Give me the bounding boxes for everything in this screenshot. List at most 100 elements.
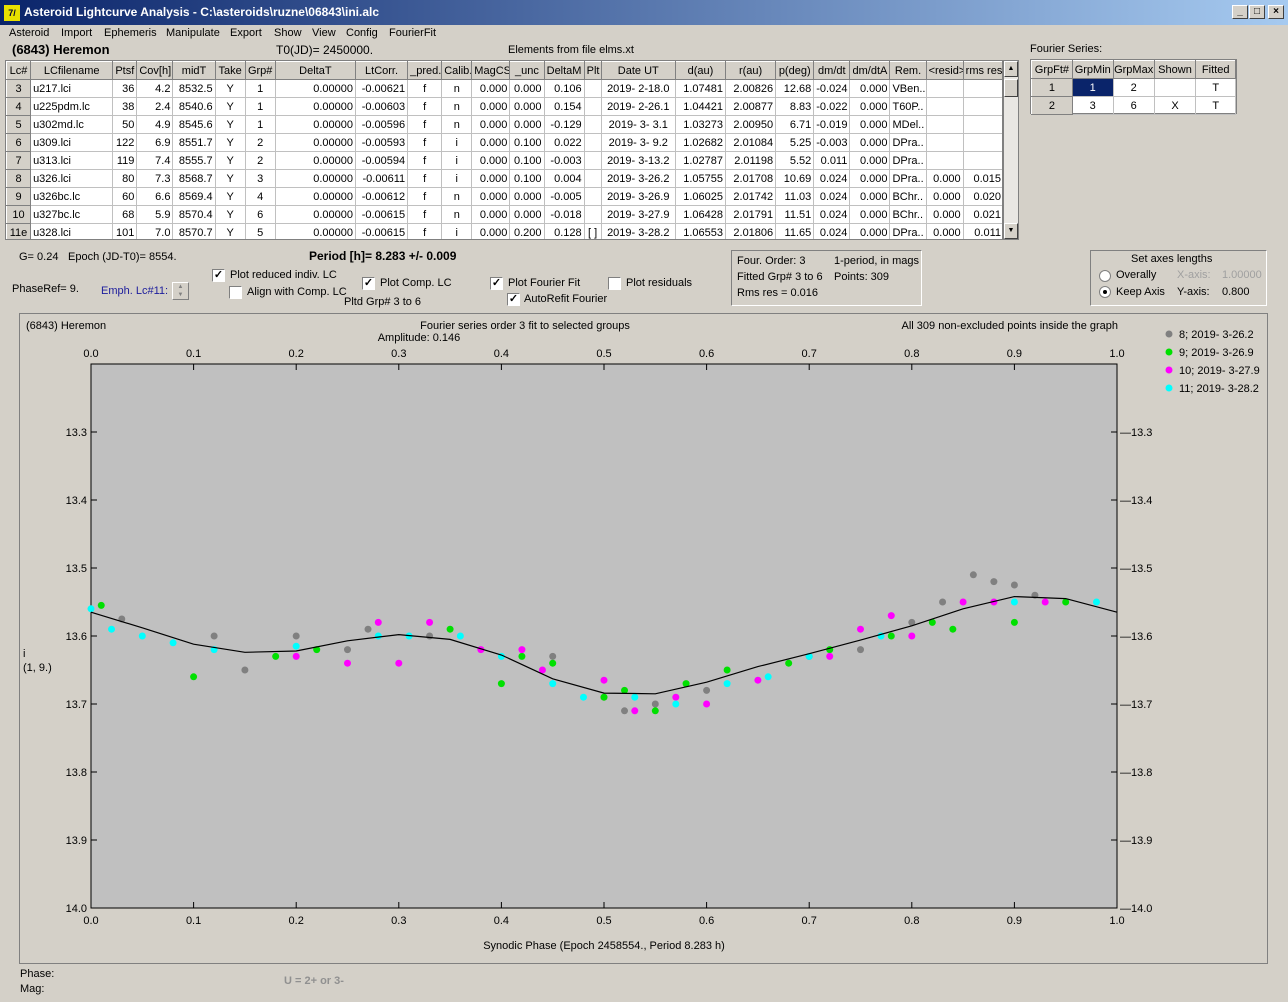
grid-cell[interactable]: 0.00000 — [275, 133, 356, 152]
grid-cell[interactable]: 2.00826 — [725, 79, 777, 98]
overally-radio[interactable] — [1099, 270, 1111, 282]
grid-cell[interactable]: 0.000 — [849, 79, 891, 98]
grid-row[interactable]: 11e u328.lci 101 7.0 8570.7 Y 5 0.00000 -0.00615… — [6, 223, 1002, 239]
keep-axis-radio[interactable] — [1099, 286, 1111, 298]
grid-cell[interactable]: Y — [215, 133, 246, 152]
grid-cell[interactable]: 0.100 — [509, 169, 545, 188]
grid-row[interactable]: 9 u326bc.lc 60 6.6 8569.4 Y 4 0.00000 -0.00612 f n… — [6, 187, 1002, 206]
grid-cell[interactable]: 0.000 — [849, 115, 891, 134]
fourier-row-header[interactable]: 1 — [1031, 78, 1073, 97]
grid-cell[interactable]: f — [407, 115, 443, 134]
grid-cell[interactable]: Y — [215, 79, 246, 98]
grid-cell[interactable]: 36 — [112, 79, 138, 98]
grid-col-header[interactable]: p(deg) — [775, 61, 815, 80]
grid-cell[interactable]: MDel.. — [889, 115, 927, 134]
row-header[interactable]: 3 — [6, 79, 32, 98]
grid-cell[interactable]: 11.51 — [775, 205, 815, 224]
lightcurve-plot-panel[interactable]: 0.0 0.0 0.1 0.1 0.2 0.2 0.3 0.3 0.4 0.4 0.5 0.5 0.6 0… — [19, 313, 1268, 964]
grid-cell[interactable]: f — [407, 169, 443, 188]
fourier-col-header[interactable]: GrpMax — [1112, 60, 1155, 79]
minimize-icon[interactable]: _ — [1232, 5, 1248, 19]
grid-cell[interactable]: u217.lci — [30, 79, 114, 98]
grid-cell[interactable]: 0.154 — [544, 97, 585, 116]
grid-cell[interactable]: 5.25 — [775, 133, 815, 152]
grid-cell[interactable]: 3 — [245, 169, 276, 188]
grid-col-header[interactable]: _pred. — [407, 61, 443, 80]
grid-cell[interactable]: 1 — [245, 97, 276, 116]
grid-cell[interactable]: 0.106 — [544, 79, 585, 98]
grid-cell[interactable]: 0.00000 — [275, 79, 356, 98]
grid-cell[interactable]: 8555.7 — [172, 151, 216, 170]
grid-col-header[interactable]: r(au) — [725, 61, 777, 80]
grid-row[interactable]: 7 u313.lci 119 7.4 8555.7 Y 2 0.00000 -0.00594 f i… — [6, 151, 1002, 170]
grid-cell[interactable]: 8570.4 — [172, 205, 216, 224]
grid-cell[interactable]: 0.00000 — [275, 223, 356, 239]
grid-cell[interactable]: 1.03273 — [675, 115, 727, 134]
grid-cell[interactable]: f — [407, 97, 443, 116]
grid-cell[interactable]: 0.024 — [813, 223, 851, 239]
grid-col-header[interactable]: Grp# — [244, 61, 276, 80]
grid-cell[interactable]: DPra.. — [889, 223, 927, 239]
grid-cell[interactable]: 0.000 — [849, 187, 891, 206]
menu-import[interactable]: Import — [61, 27, 93, 39]
grid-col-header[interactable]: Lc# — [6, 61, 32, 80]
plot-reduced-checkbox[interactable]: ✓ — [212, 269, 225, 282]
grid-cell[interactable]: 0.00000 — [275, 205, 356, 224]
grid-cell[interactable]: i — [441, 169, 473, 188]
grid-cell[interactable]: 0.00000 — [275, 151, 356, 170]
grid-cell[interactable]: 2.01806 — [725, 223, 777, 239]
menu-ephemeris[interactable]: Ephemeris — [104, 27, 157, 39]
grid-cell[interactable]: 0.020 — [963, 187, 1002, 206]
grid-cell[interactable]: 1.07481 — [675, 79, 727, 98]
emph-spinner[interactable]: ▲ ▼ — [172, 282, 189, 300]
grid-cell[interactable]: 1.02682 — [675, 133, 727, 152]
grid-cell[interactable]: 1.02787 — [675, 151, 727, 170]
grid-cell[interactable]: VBen.. — [889, 79, 927, 98]
grid-cell[interactable]: 0.000 — [849, 97, 891, 116]
grid-cell[interactable]: 0.000 — [471, 133, 511, 152]
plot-comp-checkbox[interactable]: ✓ — [362, 277, 375, 290]
grid-cell[interactable] — [963, 133, 1002, 152]
grid-cell[interactable] — [963, 97, 1002, 116]
grid-cell[interactable]: 0.100 — [509, 151, 545, 170]
lightcurve-grid[interactable]: Lc# LCfilename Ptsf Cov[h] midT Take Grp# Delta… — [5, 60, 1003, 240]
fourier-cell[interactable]: T — [1195, 96, 1236, 115]
grid-cell[interactable]: f — [407, 133, 443, 152]
grid-cell[interactable]: f — [407, 79, 443, 98]
grid-cell[interactable]: -0.129 — [544, 115, 585, 134]
fourier-cell[interactable]: X — [1153, 96, 1197, 115]
grid-cell[interactable]: -0.005 — [544, 187, 585, 206]
grid-cell[interactable]: 6.6 — [136, 187, 174, 206]
grid-cell[interactable]: BChr.. — [889, 205, 927, 224]
grid-cell[interactable]: 0.000 — [926, 205, 964, 224]
scroll-thumb[interactable] — [1004, 79, 1018, 97]
grid-cell[interactable]: -0.024 — [813, 79, 851, 98]
grid-cell[interactable]: 0.000 — [926, 169, 964, 188]
menu-manipulate[interactable]: Manipulate — [166, 27, 220, 39]
grid-cell[interactable]: [ ] — [584, 223, 602, 239]
row-header[interactable]: 9 — [6, 187, 32, 206]
grid-cell[interactable]: u302md.lc — [30, 115, 114, 134]
grid-cell[interactable]: 2019- 3-26.9 — [601, 187, 676, 206]
grid-cell[interactable]: 8568.7 — [172, 169, 216, 188]
grid-cell[interactable]: 2 — [245, 151, 276, 170]
grid-cell[interactable]: -0.003 — [544, 151, 585, 170]
grid-cell[interactable]: 2.01198 — [725, 151, 777, 170]
grid-cell[interactable]: 2 — [245, 133, 276, 152]
grid-cell[interactable]: 2019- 3- 3.1 — [601, 115, 676, 134]
grid-cell[interactable]: Y — [215, 151, 246, 170]
grid-cell[interactable] — [584, 133, 602, 152]
grid-col-header[interactable]: <resid> — [925, 61, 964, 80]
grid-cell[interactable]: 7.0 — [136, 223, 174, 239]
grid-row[interactable]: 6 u309.lci 122 6.9 8551.7 Y 2 0.00000 -0.00593 f i… — [6, 133, 1002, 152]
grid-cell[interactable]: u326.lci — [30, 169, 114, 188]
grid-cell[interactable]: 0.015 — [963, 169, 1002, 188]
xaxis-value[interactable]: 1.00000 — [1222, 269, 1262, 281]
grid-cell[interactable]: f — [407, 223, 443, 239]
grid-cell[interactable]: 8.83 — [775, 97, 815, 116]
grid-cell[interactable]: f — [407, 205, 443, 224]
grid-col-header[interactable]: rms res — [962, 61, 1002, 80]
grid-cell[interactable]: i — [441, 223, 473, 239]
fourier-cell[interactable]: 3 — [1071, 96, 1114, 115]
